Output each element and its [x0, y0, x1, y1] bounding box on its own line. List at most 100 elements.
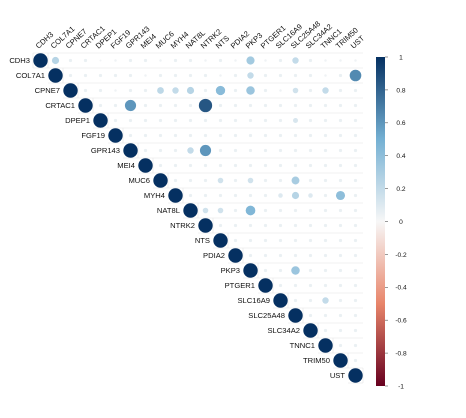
colorbar-tick-label: -1: [398, 383, 404, 390]
corr-circle-cpne7-fgf19: [114, 89, 117, 92]
corr-circle-crtac1-slc16a9: [278, 103, 283, 108]
corr-circle-cpne7-tnnc1: [322, 87, 329, 94]
corr-circle-slc25a48-trim50: [338, 313, 343, 318]
corr-circle-crtac1-tnnc1: [323, 103, 328, 108]
corr-circle-mei4-slc34a2: [308, 163, 313, 168]
corr-circle-slc16a9-slc16a9: [273, 293, 288, 308]
corr-circle-cdh3-trim50: [339, 59, 342, 62]
corr-circle-myh4-ntrk2: [203, 193, 208, 198]
corr-circle-cpne7-slc16a9: [279, 89, 282, 92]
corr-circle-mei4-muc6: [158, 163, 163, 168]
corr-circle-crtac1-muc6: [158, 103, 163, 108]
corr-circle-dpep1-slc16a9: [278, 118, 283, 123]
corr-circle-slc16a9-ust: [353, 298, 358, 303]
corr-circle-cpne7-myh4: [172, 87, 179, 94]
corr-circle-trim50-trim50: [333, 353, 348, 368]
row-label: TRIM50: [303, 356, 330, 365]
corr-circle-cpne7-slc25a48: [292, 87, 299, 94]
corr-circle-gpr143-gpr143: [123, 143, 138, 158]
corr-circle-ntrk2-ust: [353, 223, 358, 228]
corr-circle-col7a1-myh4: [173, 73, 178, 78]
corr-circle-nat8l-ntrk2: [202, 207, 209, 214]
corr-circle-nts-ptger1: [263, 238, 268, 243]
corr-circle-cdh3-slc34a2: [308, 58, 313, 63]
corr-circle-cdh3-ntrk2: [204, 59, 207, 62]
corr-circle-gpr143-slc25a48: [293, 148, 298, 153]
corr-circle-nat8l-pdia2: [233, 208, 238, 213]
corr-circle-crtac1-ptger1: [263, 103, 268, 108]
corr-circle-fgf19-fgf19: [108, 128, 123, 143]
corr-circle-muc6-nat8l: [188, 178, 193, 183]
corr-circle-dpep1-ptger1: [263, 118, 268, 123]
corr-circle-pdia2-pkp3: [248, 253, 253, 258]
corr-circle-dpep1-tnnc1: [323, 118, 328, 123]
corr-circle-myh4-myh4: [168, 188, 183, 203]
corr-circle-cpne7-trim50: [338, 88, 343, 93]
corr-circle-myh4-slc34a2: [308, 193, 313, 198]
corr-circle-dpep1-pkp3: [248, 118, 253, 123]
corr-circle-gpr143-nat8l: [187, 147, 194, 154]
corr-circle-cpne7-nat8l: [186, 86, 195, 95]
row-label: COL7A1: [16, 71, 45, 80]
corr-circle-tnnc1-trim50: [338, 343, 343, 348]
corr-circle-cpne7-muc6: [157, 87, 164, 94]
corr-circle-fgf19-ntrk2: [203, 133, 208, 138]
corr-circle-cdh3-pkp3: [246, 56, 255, 65]
corr-circle-dpep1-trim50: [338, 118, 343, 123]
corr-circle-ptger1-tnnc1: [323, 283, 328, 288]
corr-circle-slc34a2-slc34a2: [303, 323, 318, 338]
corr-circle-muc6-slc25a48: [291, 176, 300, 185]
corr-circle-ntrk2-tnnc1: [323, 223, 328, 228]
corr-circle-cdh3-nts: [218, 58, 223, 63]
corr-circle-crtac1-nts: [218, 103, 223, 108]
corr-circle-gpr143-mei4: [143, 148, 148, 153]
corr-circle-cpne7-crtac1: [83, 88, 88, 93]
column-labels: CDH3COL7A1CPNE7CRTAC1DPEP1FGF19GPR143MEI…: [34, 19, 367, 50]
corr-circle-gpr143-slc34a2: [308, 148, 313, 153]
corr-circle-fgf19-slc34a2: [308, 133, 313, 138]
corr-circle-muc6-ptger1: [263, 178, 268, 183]
corr-circle-nat8l-pkp3: [245, 205, 256, 216]
corr-circle-dpep1-muc6: [158, 118, 163, 123]
corr-circle-col7a1-gpr143: [128, 73, 133, 78]
corr-circle-pkp3-ust: [353, 268, 358, 273]
corr-circle-myh4-slc16a9: [278, 193, 283, 198]
corr-circle-mei4-mei4: [138, 158, 153, 173]
colorbar-tick-label: 0.4: [396, 153, 405, 160]
corr-circle-slc16a9-slc34a2: [308, 298, 313, 303]
corr-circle-gpr143-trim50: [338, 148, 343, 153]
corr-circle-nts-ust: [353, 238, 358, 243]
corr-circle-cdh3-nat8l: [188, 58, 193, 63]
corr-circle-ntrk2-slc16a9: [278, 223, 283, 228]
corr-circle-gpr143-ntrk2: [199, 144, 212, 157]
corr-circle-pkp3-ptger1: [263, 268, 268, 273]
corr-circle-ntrk2-trim50: [338, 223, 343, 228]
colorbar-gradient: [376, 57, 385, 386]
corr-circle-col7a1-pkp3: [247, 72, 254, 79]
corr-circle-crtac1-trim50: [338, 103, 343, 108]
row-label: NTRK2: [170, 221, 195, 230]
corr-circle-nat8l-ust: [353, 208, 358, 213]
corr-circle-dpep1-slc34a2: [308, 118, 313, 123]
corr-circle-slc16a9-slc25a48: [293, 298, 298, 303]
correlation-circles: [33, 53, 363, 383]
corr-circle-cdh3-myh4: [173, 58, 178, 63]
colorbar-tick-label: 0.2: [396, 186, 405, 193]
corr-circle-fgf19-tnnc1: [323, 133, 328, 138]
corr-circle-cpne7-pdia2: [233, 88, 238, 93]
row-label: TNNC1: [290, 341, 315, 350]
corr-circle-fgf19-ust: [353, 133, 358, 138]
corr-circle-cpne7-ptger1: [263, 88, 268, 93]
corr-circle-cpne7-slc34a2: [308, 88, 313, 93]
corr-circle-pdia2-trim50: [338, 253, 343, 258]
corr-circle-crtac1-ust: [353, 103, 358, 108]
corr-circle-cpne7-dpep1: [98, 88, 103, 93]
corr-circle-myh4-pdia2: [233, 193, 238, 198]
corr-circle-slc25a48-ust: [353, 313, 358, 318]
corr-circle-nat8l-trim50: [338, 208, 343, 213]
colorbar-tick-label: 1: [399, 54, 403, 61]
row-label: UST: [330, 371, 346, 380]
corr-circle-gpr143-tnnc1: [323, 148, 328, 153]
corr-circle-ptger1-ptger1: [258, 278, 273, 293]
